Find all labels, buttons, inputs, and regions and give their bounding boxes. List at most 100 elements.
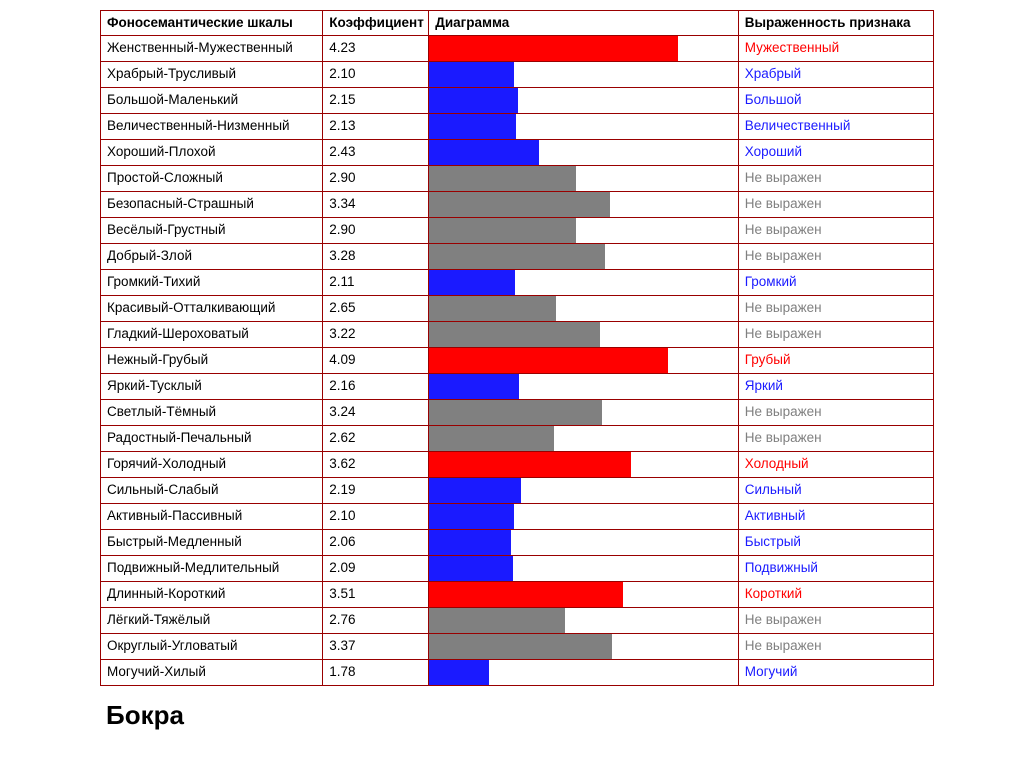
scale-cell: Подвижный-Медлительный: [101, 555, 323, 581]
bar: [429, 140, 539, 165]
bar: [429, 504, 514, 529]
col-diagram: Диаграмма: [429, 11, 739, 36]
expression-cell: Хороший: [738, 139, 933, 165]
bar: [429, 36, 678, 61]
diagram-cell: [429, 347, 739, 373]
coef-cell: 2.11: [323, 269, 429, 295]
scale-cell: Быстрый-Медленный: [101, 529, 323, 555]
table-row: Женственный-Мужественный4.23Мужественный: [101, 35, 934, 61]
table-row: Могучий-Хилый1.78Могучий: [101, 659, 934, 685]
expression-cell: Не выражен: [738, 321, 933, 347]
table-row: Лёгкий-Тяжёлый2.76Не выражен: [101, 607, 934, 633]
table-row: Светлый-Тёмный3.24Не выражен: [101, 399, 934, 425]
table-row: Быстрый-Медленный2.06Быстрый: [101, 529, 934, 555]
bar: [429, 166, 576, 191]
table-row: Округлый-Угловатый3.37Не выражен: [101, 633, 934, 659]
expression-cell: Сильный: [738, 477, 933, 503]
expression-cell: Короткий: [738, 581, 933, 607]
col-scale: Фоносемантические шкалы: [101, 11, 323, 36]
header-row: Фоносемантические шкалы Коэффициент Диаг…: [101, 11, 934, 36]
table-row: Горячий-Холодный3.62Холодный: [101, 451, 934, 477]
table-row: Яркий-Тусклый2.16 Яркий: [101, 373, 934, 399]
diagram-cell: [429, 581, 739, 607]
expression-cell: Не выражен: [738, 425, 933, 451]
bar: [429, 218, 576, 243]
scale-cell: Красивый-Отталкивающий: [101, 295, 323, 321]
expression-cell: Большой: [738, 87, 933, 113]
diagram-cell: [429, 607, 739, 633]
table-row: Безопасный-Страшный3.34Не выражен: [101, 191, 934, 217]
caption: Бокра: [106, 700, 934, 731]
coef-cell: 2.19: [323, 477, 429, 503]
scale-cell: Лёгкий-Тяжёлый: [101, 607, 323, 633]
scale-cell: Простой-Сложный: [101, 165, 323, 191]
coef-cell: 4.23: [323, 35, 429, 61]
expression-cell: Подвижный: [738, 555, 933, 581]
diagram-cell: [429, 191, 739, 217]
table-row: Гладкий-Шероховатый3.22Не выражен: [101, 321, 934, 347]
table-row: Простой-Сложный2.90 Не выражен: [101, 165, 934, 191]
diagram-cell: [429, 61, 739, 87]
table-row: Хороший-Плохой2.43Хороший: [101, 139, 934, 165]
bar: [429, 244, 605, 269]
table-row: Активный-Пассивный2.10Активный: [101, 503, 934, 529]
phonosemantic-table: Фоносемантические шкалы Коэффициент Диаг…: [100, 10, 934, 686]
diagram-cell: [429, 217, 739, 243]
expression-cell: Не выражен: [738, 295, 933, 321]
coef-cell: 3.51: [323, 581, 429, 607]
coef-cell: 2.90: [323, 165, 429, 191]
diagram-cell: [429, 451, 739, 477]
table-row: Сильный-Слабый2.19Сильный: [101, 477, 934, 503]
bar: [429, 296, 556, 321]
bar: [429, 634, 612, 659]
coef-cell: 2.09: [323, 555, 429, 581]
expression-cell: Не выражен: [738, 243, 933, 269]
table-row: Красивый-Отталкивающий2.65 Не выражен: [101, 295, 934, 321]
coef-cell: 2.65: [323, 295, 429, 321]
diagram-cell: [429, 113, 739, 139]
bar: [429, 114, 516, 139]
bar: [429, 478, 521, 503]
diagram-cell: [429, 87, 739, 113]
scale-cell: Яркий-Тусклый: [101, 373, 323, 399]
table-row: Подвижный-Медлительный2.09 Подвижный: [101, 555, 934, 581]
diagram-cell: [429, 503, 739, 529]
bar: [429, 452, 631, 477]
expression-cell: Громкий: [738, 269, 933, 295]
table-row: Радостный-Печальный2.62Не выражен: [101, 425, 934, 451]
expression-cell: Быстрый: [738, 529, 933, 555]
expression-cell: Яркий: [738, 373, 933, 399]
diagram-cell: [429, 35, 739, 61]
expression-cell: Величественный: [738, 113, 933, 139]
expression-cell: Не выражен: [738, 191, 933, 217]
table-row: Большой-Маленький2.15 Большой: [101, 87, 934, 113]
diagram-cell: [429, 139, 739, 165]
coef-cell: 2.10: [323, 503, 429, 529]
bar: [429, 426, 554, 451]
diagram-cell: [429, 529, 739, 555]
bar: [429, 88, 518, 113]
coef-cell: 2.16: [323, 373, 429, 399]
bar: [429, 62, 514, 87]
table-row: Длинный-Короткий3.51Короткий: [101, 581, 934, 607]
bar: [429, 322, 600, 347]
bar: [429, 556, 513, 581]
expression-cell: Холодный: [738, 451, 933, 477]
coef-cell: 2.90: [323, 217, 429, 243]
table-row: Величественный-Низменный2.13Величественн…: [101, 113, 934, 139]
coef-cell: 2.13: [323, 113, 429, 139]
scale-cell: Нежный-Грубый: [101, 347, 323, 373]
expression-cell: Не выражен: [738, 217, 933, 243]
scale-cell: Большой-Маленький: [101, 87, 323, 113]
diagram-cell: [429, 295, 739, 321]
bar: [429, 348, 667, 373]
expression-cell: Не выражен: [738, 165, 933, 191]
scale-cell: Светлый-Тёмный: [101, 399, 323, 425]
bar: [429, 582, 623, 607]
scale-cell: Добрый-Злой: [101, 243, 323, 269]
bar: [429, 400, 602, 425]
coef-cell: 3.62: [323, 451, 429, 477]
bar: [429, 530, 511, 555]
coef-cell: 2.15: [323, 87, 429, 113]
table-row: Добрый-Злой3.28Не выражен: [101, 243, 934, 269]
